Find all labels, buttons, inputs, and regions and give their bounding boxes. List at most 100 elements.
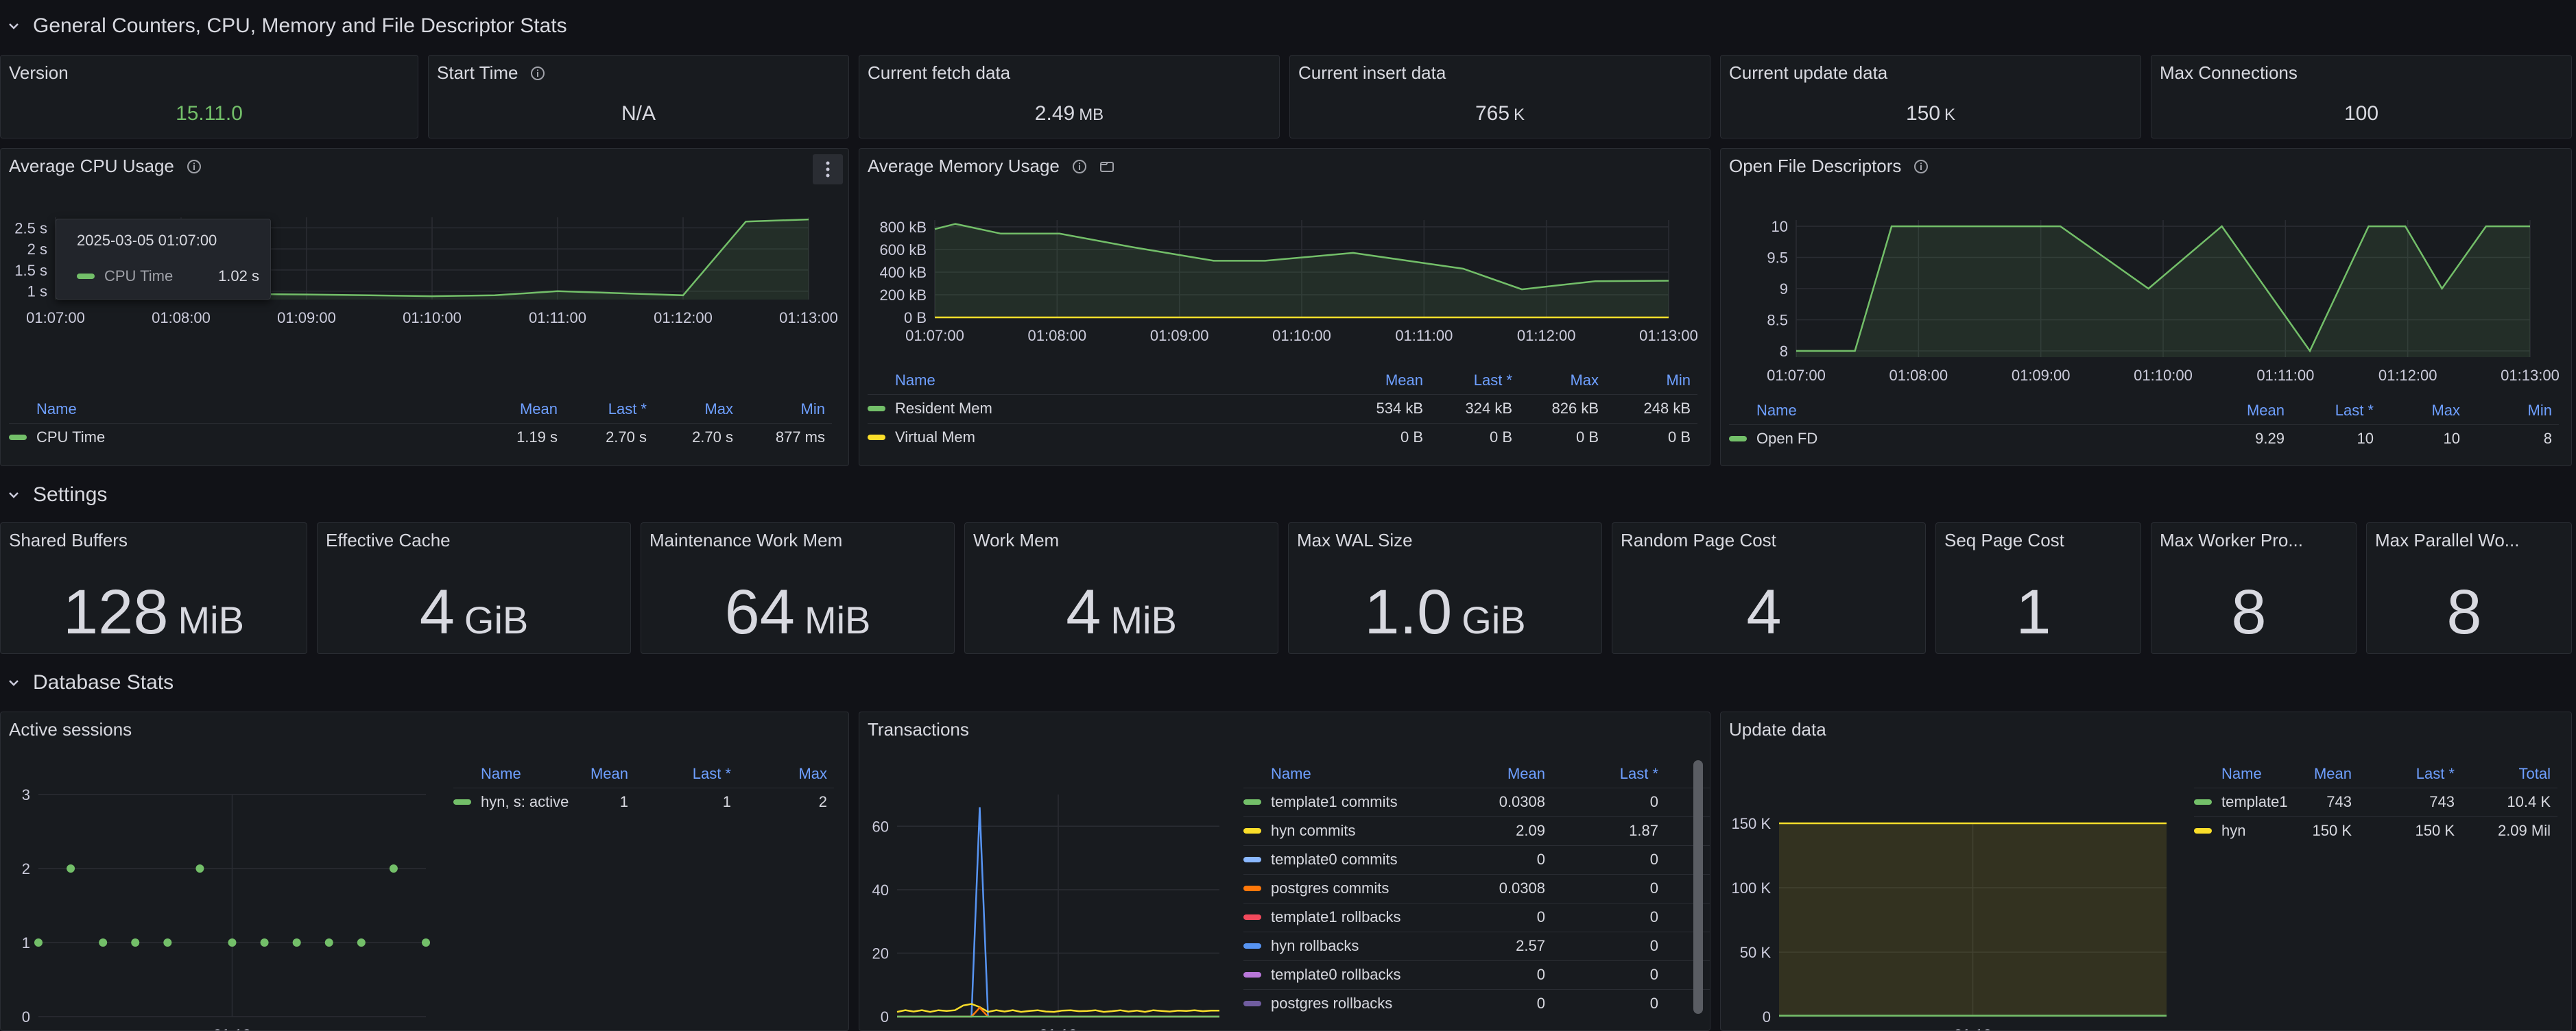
stat-panel-start-time[interactable]: Start Time N/A <box>428 55 849 138</box>
legend-row[interactable]: template0 rollbacks000 <box>1243 960 1710 988</box>
legend-header[interactable]: Name Mean Last * Max Min <box>1729 397 2559 424</box>
stat-value: 15.11.0 <box>176 102 243 125</box>
setting-value: 1.0 GiB <box>1364 577 1526 647</box>
legend-header-cell[interactable]: Name <box>36 400 77 417</box>
legend-header-cell[interactable]: Mean <box>1385 372 1423 389</box>
legend-series-name: Resident Mem <box>868 400 992 417</box>
legend-header-cell[interactable]: Mean <box>1507 765 1545 782</box>
legend-header-cell[interactable]: Min <box>800 400 825 417</box>
series-line <box>1796 225 2530 353</box>
legend-header-cell[interactable]: Max <box>798 765 827 782</box>
legend-header-cell[interactable]: Mean <box>2313 765 2352 782</box>
memory-chart[interactable]: 0 B 200 kB 400 kB 600 kB 800 kB 01:07:00 01:08… <box>859 204 1710 341</box>
series-swatch <box>868 435 885 440</box>
info-icon[interactable] <box>1072 159 1087 174</box>
transactions-chart[interactable]: 0 20 40 60 01:10 <box>859 753 1230 1031</box>
legend-header-cell[interactable]: Last * <box>692 765 731 782</box>
y-tick-label: 150 K <box>1732 815 1772 832</box>
memory-panel[interactable]: Average Memory Usage 0 B 200 kB 400 kB 600 … <box>859 148 1710 466</box>
chevron-down-icon <box>9 23 19 29</box>
legend-row[interactable]: hyn 150 K 150 K 2.09 Mil <box>2194 816 2557 845</box>
legend-header-cell[interactable]: Mean <box>590 765 628 782</box>
setting-panel[interactable]: Max Worker Pro... 8 <box>2151 522 2357 654</box>
setting-panel[interactable]: Effective Cache 4 GiB <box>317 522 631 654</box>
legend-row[interactable]: template1 rollbacks000 <box>1243 903 1710 931</box>
update-data-chart[interactable]: 0 50 K 100 K 150 K 01:10 <box>1721 753 2187 1031</box>
legend-header[interactable]: Name Mean Last * Max <box>453 760 834 788</box>
legend-row[interactable]: template1 743 743 10.4 K <box>2194 788 2557 816</box>
legend-row[interactable]: Virtual Mem 0 B 0 B 0 B 0 B <box>868 423 1697 451</box>
legend-header-cell[interactable]: Last * <box>1619 765 1658 782</box>
legend-header[interactable]: Name Mean Last * Total <box>2194 760 2557 788</box>
setting-panel[interactable]: Max Parallel Wo... 8 <box>2366 522 2572 654</box>
legend-header-cell[interactable]: Last * <box>2416 765 2455 782</box>
legend-header-cell[interactable]: Min <box>2527 402 2552 419</box>
cpu-panel[interactable]: Average CPU Usage 1 s 1.5 s 2 s 2.5 s 01:07:… <box>0 148 849 466</box>
fd-panel[interactable]: Open File Descriptors 8 8.5 9 9.5 10 01:07:00… <box>1720 148 2572 466</box>
row-general-header[interactable]: General Counters, CPU, Memory and File D… <box>0 5 567 47</box>
stat-panel-fetch[interactable]: Current fetch data 2.49 MB <box>859 55 1280 138</box>
legend-header[interactable]: Name Mean Last * Max Min <box>9 396 832 423</box>
legend-header-cell[interactable]: Name <box>2221 765 2262 782</box>
legend-header-cell[interactable]: Min <box>1666 372 1691 389</box>
legend-row[interactable]: template0 commits000 <box>1243 845 1710 873</box>
legend-header-cell[interactable]: Name <box>1271 765 1311 782</box>
setting-panel[interactable]: Shared Buffers 128 MiB <box>0 522 307 654</box>
legend-header-cell[interactable]: Max <box>704 400 733 417</box>
info-icon[interactable] <box>530 66 545 81</box>
stat-panel-update[interactable]: Current update data 150 K <box>1720 55 2141 138</box>
panel-menu-button[interactable] <box>813 154 843 184</box>
update-data-panel[interactable]: Update data 0 50 K 100 K 150 K 01:10 Name Mea… <box>1720 712 2572 1031</box>
chevron-down-icon <box>9 680 19 686</box>
legend-header-cell[interactable]: Name <box>1756 402 1797 419</box>
legend-header-cell[interactable]: Last * <box>608 400 647 417</box>
info-icon[interactable] <box>1913 159 1929 174</box>
setting-panel[interactable]: Max WAL Size 1.0 GiB <box>1288 522 1602 654</box>
legend-row[interactable]: CPU Time 1.19 s 2.70 s 2.70 s 877 ms <box>9 423 832 451</box>
legend-scrollbar[interactable] <box>1693 760 1703 1014</box>
legend-header[interactable]: Name Mean Last * Max Min <box>868 367 1697 394</box>
legend-row[interactable]: hyn, s: active 1 1 2 <box>453 788 834 816</box>
tooltip-value: 1.02 s <box>218 267 259 284</box>
sessions-panel[interactable]: Active sessions 0 1 2 3 01:10 Name Mean Last *… <box>0 712 849 1031</box>
stat-panel-insert[interactable]: Current insert data 765 K <box>1289 55 1710 138</box>
legend-header-cell[interactable]: Name <box>481 765 521 782</box>
setting-panel[interactable]: Work Mem 4 MiB <box>964 522 1278 654</box>
legend-header-cell[interactable]: Mean <box>519 400 558 417</box>
info-icon[interactable] <box>187 159 202 174</box>
legend-row[interactable]: Resident Mem 534 kB 324 kB 826 kB 248 kB <box>868 394 1697 422</box>
sessions-chart[interactable]: 0 1 2 3 01:10 <box>1 753 440 1031</box>
legend-value: 0 <box>1649 793 1658 810</box>
legend-row[interactable]: Open FD 9.29 10 10 8 <box>1729 424 2559 452</box>
row-settings-header[interactable]: Settings <box>0 474 107 516</box>
legend-header-cell[interactable]: Max <box>2431 402 2460 419</box>
legend-value: 0 <box>1536 851 1545 868</box>
legend-header-cell[interactable]: Last * <box>1473 372 1512 389</box>
row-database-header[interactable]: Database Stats <box>0 662 174 703</box>
legend-header-cell[interactable]: Last * <box>2335 402 2374 419</box>
panel-title: Max Parallel Wo... <box>2375 530 2520 550</box>
legend-header-cell[interactable]: Mean <box>2246 402 2285 419</box>
legend-header-cell[interactable]: Total <box>2518 765 2551 782</box>
legend-row[interactable]: postgres rollbacks000 <box>1243 989 1710 1017</box>
setting-panel[interactable]: Seq Page Cost 1 <box>1935 522 2141 654</box>
setting-panel[interactable]: Random Page Cost 4 <box>1612 522 1926 654</box>
transactions-panel[interactable]: Transactions 0 20 40 60 01:10 Name Mean Last *… <box>859 712 1710 1031</box>
legend-header-cell[interactable]: Max <box>1570 372 1599 389</box>
library-panel-icon[interactable] <box>1099 159 1114 174</box>
setting-panel[interactable]: Maintenance Work Mem 64 MiB <box>641 522 955 654</box>
stat-panel-max-connections[interactable]: Max Connections 100 <box>2151 55 2572 138</box>
fd-chart[interactable]: 8 8.5 9 9.5 10 01:07:00 01:08:00 01:09:00 01:10:… <box>1721 204 2572 382</box>
legend-header-cell[interactable]: Name <box>895 372 935 389</box>
y-tick-label: 9 <box>1780 280 1788 298</box>
legend-series-name: postgres commits <box>1243 880 1389 897</box>
stat-panel-version[interactable]: Version 15.11.0 <box>0 55 418 138</box>
legend-value: 826 kB <box>1551 400 1599 417</box>
data-point <box>292 938 301 947</box>
legend-series-name: template0 commits <box>1243 851 1398 869</box>
